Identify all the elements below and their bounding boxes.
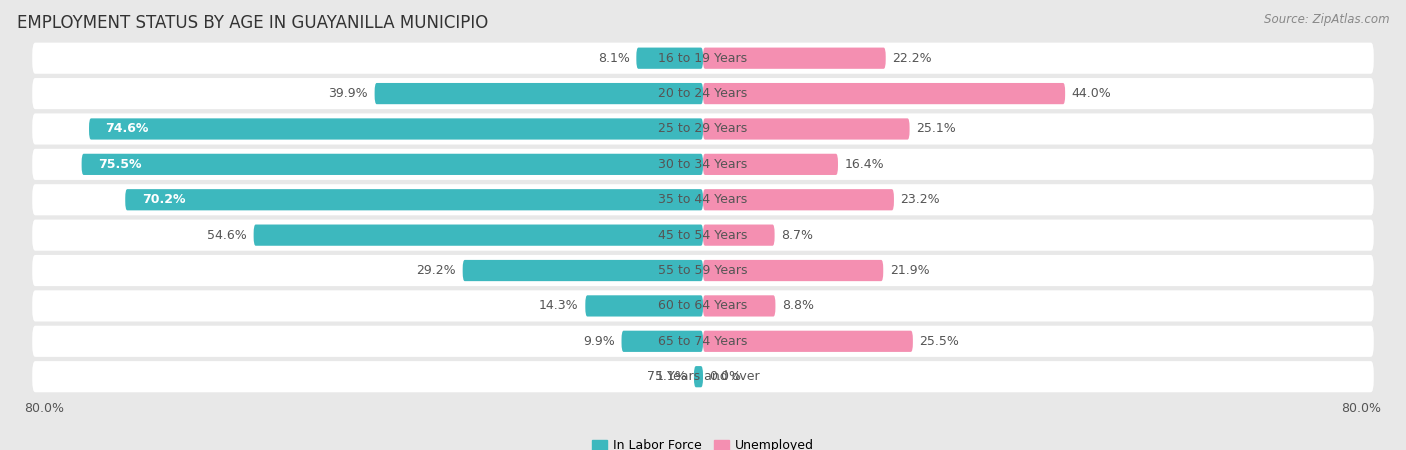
FancyBboxPatch shape: [32, 149, 1374, 180]
FancyBboxPatch shape: [253, 225, 703, 246]
FancyBboxPatch shape: [695, 366, 703, 387]
Text: 65 to 74 Years: 65 to 74 Years: [658, 335, 748, 348]
FancyBboxPatch shape: [585, 295, 703, 316]
FancyBboxPatch shape: [89, 118, 703, 140]
FancyBboxPatch shape: [32, 326, 1374, 357]
FancyBboxPatch shape: [621, 331, 703, 352]
Text: 22.2%: 22.2%: [893, 52, 932, 65]
FancyBboxPatch shape: [703, 225, 775, 246]
Text: 55 to 59 Years: 55 to 59 Years: [658, 264, 748, 277]
FancyBboxPatch shape: [32, 220, 1374, 251]
Text: 21.9%: 21.9%: [890, 264, 929, 277]
FancyBboxPatch shape: [703, 48, 886, 69]
Legend: In Labor Force, Unemployed: In Labor Force, Unemployed: [586, 434, 820, 450]
Text: 20 to 24 Years: 20 to 24 Years: [658, 87, 748, 100]
Text: EMPLOYMENT STATUS BY AGE IN GUAYANILLA MUNICIPIO: EMPLOYMENT STATUS BY AGE IN GUAYANILLA M…: [17, 14, 488, 32]
Text: 23.2%: 23.2%: [900, 193, 941, 206]
FancyBboxPatch shape: [703, 331, 912, 352]
Text: 74.6%: 74.6%: [105, 122, 149, 135]
Text: 60 to 64 Years: 60 to 64 Years: [658, 299, 748, 312]
FancyBboxPatch shape: [703, 260, 883, 281]
FancyBboxPatch shape: [703, 118, 910, 140]
Text: 16.4%: 16.4%: [845, 158, 884, 171]
FancyBboxPatch shape: [703, 189, 894, 210]
Text: 1.1%: 1.1%: [655, 370, 688, 383]
Text: 0.0%: 0.0%: [710, 370, 741, 383]
FancyBboxPatch shape: [82, 154, 703, 175]
FancyBboxPatch shape: [703, 295, 776, 316]
Text: 30 to 34 Years: 30 to 34 Years: [658, 158, 748, 171]
Text: 8.7%: 8.7%: [782, 229, 813, 242]
Text: 80.0%: 80.0%: [1341, 402, 1382, 415]
Text: 8.1%: 8.1%: [598, 52, 630, 65]
Text: 25 to 29 Years: 25 to 29 Years: [658, 122, 748, 135]
FancyBboxPatch shape: [32, 113, 1374, 144]
Text: 44.0%: 44.0%: [1071, 87, 1112, 100]
FancyBboxPatch shape: [32, 43, 1374, 74]
Text: 16 to 19 Years: 16 to 19 Years: [658, 52, 748, 65]
FancyBboxPatch shape: [32, 78, 1374, 109]
FancyBboxPatch shape: [374, 83, 703, 104]
FancyBboxPatch shape: [703, 154, 838, 175]
FancyBboxPatch shape: [125, 189, 703, 210]
Text: 14.3%: 14.3%: [538, 299, 579, 312]
FancyBboxPatch shape: [32, 361, 1374, 392]
Text: 25.1%: 25.1%: [917, 122, 956, 135]
Text: 35 to 44 Years: 35 to 44 Years: [658, 193, 748, 206]
Text: 9.9%: 9.9%: [583, 335, 614, 348]
Text: Source: ZipAtlas.com: Source: ZipAtlas.com: [1264, 14, 1389, 27]
Text: 70.2%: 70.2%: [142, 193, 186, 206]
Text: 75.5%: 75.5%: [98, 158, 142, 171]
Text: 45 to 54 Years: 45 to 54 Years: [658, 229, 748, 242]
FancyBboxPatch shape: [637, 48, 703, 69]
Text: 8.8%: 8.8%: [782, 299, 814, 312]
Text: 25.5%: 25.5%: [920, 335, 959, 348]
FancyBboxPatch shape: [463, 260, 703, 281]
Text: 54.6%: 54.6%: [207, 229, 247, 242]
FancyBboxPatch shape: [32, 184, 1374, 215]
Text: 29.2%: 29.2%: [416, 264, 456, 277]
FancyBboxPatch shape: [32, 255, 1374, 286]
FancyBboxPatch shape: [703, 83, 1066, 104]
Text: 75 Years and over: 75 Years and over: [647, 370, 759, 383]
Text: 80.0%: 80.0%: [24, 402, 65, 415]
Text: 39.9%: 39.9%: [329, 87, 368, 100]
FancyBboxPatch shape: [32, 290, 1374, 321]
